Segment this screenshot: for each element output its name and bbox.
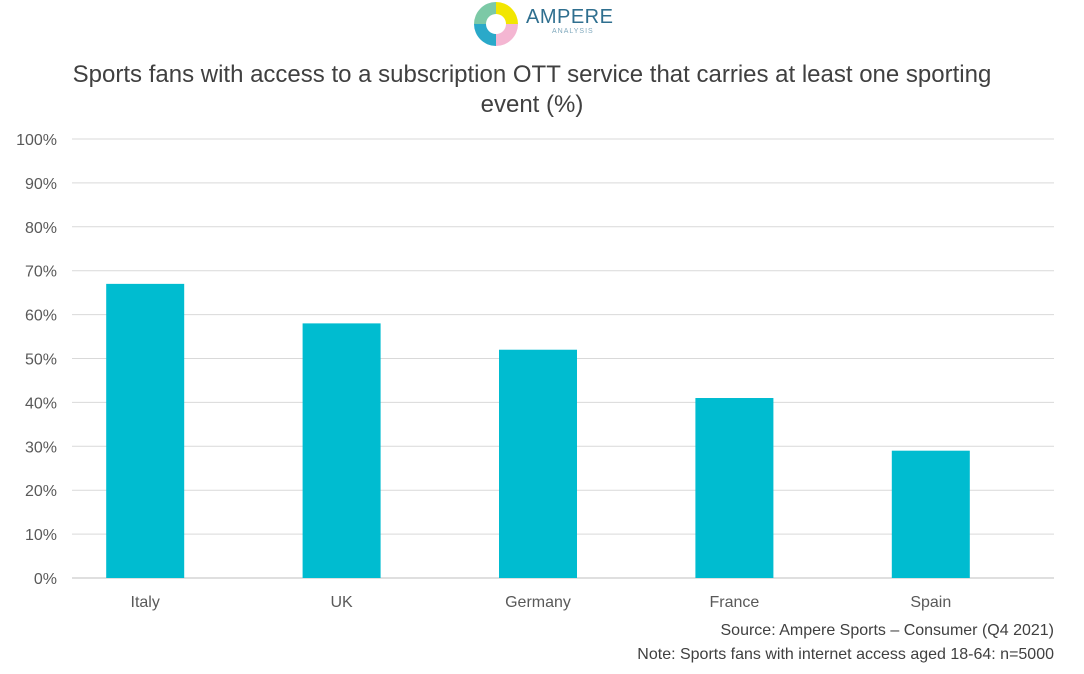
source-note: Source: Ampere Sports – Consumer (Q4 202… [720, 622, 1055, 639]
y-tick-label: 50% [25, 352, 57, 369]
y-tick-label: 40% [25, 395, 57, 412]
ampere-logo: AMPERE ANALYSIS [470, 0, 614, 48]
bars [106, 283, 970, 578]
x-label-france: France [710, 594, 760, 611]
x-label-uk: UK [330, 594, 353, 611]
y-tick-label: 70% [25, 264, 57, 281]
sample-note: Note: Sports fans with internet access a… [637, 646, 1054, 663]
y-tick-label: 90% [25, 176, 57, 193]
y-axis-ticks: 0% 10% 20% 30% 40% 50% 60% 70% 80% 90% 100% [16, 132, 57, 588]
bar-italy [106, 283, 185, 578]
chart-title: Sports fans with access to a subscriptio… [72, 61, 992, 118]
bar-spain [891, 450, 970, 578]
x-axis-labels: Italy UK Germany France Spain [131, 594, 952, 611]
y-tick-label: 20% [25, 483, 57, 500]
bar-germany [499, 349, 577, 578]
bar-uk [302, 323, 381, 578]
logo-name: AMPERE [526, 6, 614, 28]
y-tick-label: 100% [16, 132, 57, 149]
y-tick-label: 30% [25, 439, 57, 456]
y-tick-label: 80% [25, 220, 57, 237]
bar-chart: 0% 10% 20% 30% 40% 50% 60% 70% 80% 90% 100% Italy U… [16, 132, 1054, 611]
x-label-germany: Germany [505, 594, 571, 611]
y-tick-label: 10% [25, 527, 57, 544]
x-label-italy: Italy [131, 594, 160, 611]
y-tick-label: 0% [34, 571, 57, 588]
x-label-spain: Spain [910, 594, 951, 611]
logo-sub: ANALYSIS [552, 28, 594, 35]
ampere-ring-logo-icon [474, 2, 518, 46]
bar-france [695, 398, 774, 578]
y-tick-label: 60% [25, 308, 57, 325]
